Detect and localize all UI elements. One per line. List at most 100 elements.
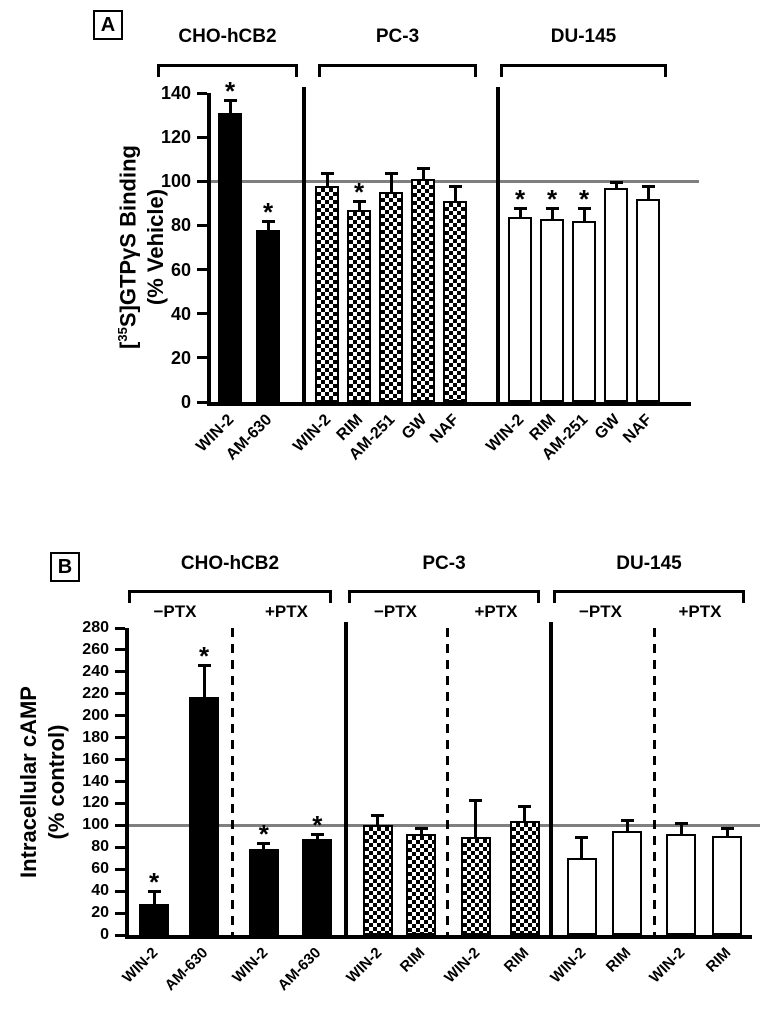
group-bracket [500,64,667,77]
error-bar-stem [357,203,361,210]
error-bar-stem [518,210,522,217]
y-tick-mark [115,670,125,674]
error-bar-stem [625,822,629,831]
significance-asterisk: * [312,810,323,841]
y-tick-mark [115,867,125,871]
error-bar-cap [577,206,591,210]
y-tick-label: 140 [160,83,191,103]
y-tick-mark [115,823,125,827]
error-bar-stem [325,174,329,186]
bar-pc-3-ptx-rim [509,820,540,935]
error-bar-cap [620,819,634,823]
group-title: DU-145 [616,553,682,574]
error-bar-stem [421,170,425,180]
bar-pc-3-win-2 [315,185,339,402]
y-tick-label: 260 [82,640,109,658]
error-bar-cap [469,799,482,803]
bar-pc-3-gw [411,179,435,402]
y-tick-mark [115,692,125,696]
y-tick-label: 60 [91,860,109,878]
error-bar-cap [147,890,161,894]
y-tick-mark [115,911,125,915]
y-tick-mark [115,626,125,630]
y-tick-label: 80 [170,215,191,236]
error-bar-stem [315,836,319,839]
bar-cho-hcb2-ptx-win-2 [248,849,279,935]
plot-area-b: * * * * [125,622,760,939]
bar-pc-3-am-251 [379,192,403,402]
condition-label: −PTX [374,602,417,621]
panel-b-letter: B [57,555,73,578]
error-bar-stem [580,838,584,859]
y-tick-label: 80 [91,838,109,856]
panel-a-y-axis-title-line1: [35S]GTPγS Binding [109,67,142,427]
y-tick-mark [197,135,207,139]
condition-label: −PTX [579,602,622,621]
error-bar-stem [202,667,206,698]
bar-pc-3-ptx-rim [406,834,437,935]
y-tick-label: 280 [82,619,109,636]
condition-label: +PTX [678,602,722,621]
error-bar-stem [679,825,683,835]
y-tick-mark [197,179,207,183]
isotope-superscript: 35 [115,327,130,342]
condition-label: −PTX [153,602,197,621]
error-bar-stem [614,183,618,188]
y-tick-mark [115,889,125,893]
error-bar-stem [376,816,380,826]
panel-b-y-axis-title-line1: Intracellular cAMP [16,686,41,878]
bar-du-145-ptx-win-2 [566,858,597,935]
significance-asterisk: * [148,867,160,898]
y-tick-mark [115,801,125,805]
y-tick-mark [115,758,125,762]
bar-cho-hcb2-ptx-win-2 [139,904,169,935]
y-tick-mark [115,780,125,783]
error-bar-stem [582,209,586,222]
bar-du-145-ptx-rim [712,836,742,935]
y-tick-mark [197,312,207,316]
group-bracket [553,590,745,603]
error-bar-stem [389,174,393,193]
error-bar-cap [518,804,531,808]
bar-du-145-ptx-rim [612,830,643,935]
error-bar-cap [261,220,275,224]
y-tick-label: 100 [82,816,109,834]
group-bracket [348,590,540,603]
bar-du-145-win-2 [508,216,532,402]
y-tick-label: 0 [100,926,109,943]
group-title: CHO-hCB2 [178,26,277,47]
bar-du-145-ptx-win-2 [666,834,696,935]
group-bracket [128,590,332,603]
error-bar-cap [720,826,734,830]
error-bar-cap [575,835,589,839]
y-tick-label: 20 [170,347,191,368]
ptx-separator-line [230,628,234,935]
error-bar-cap [641,184,655,188]
reference-line-100 [129,823,760,827]
significance-asterisk: * [198,641,210,672]
bar-du-145-rim [540,218,564,402]
y-tick-label: 140 [82,772,109,790]
bar-du-145-naf [636,198,660,402]
group-separator-line [549,622,553,935]
error-bar-stem [228,101,232,113]
error-bar-stem [474,802,477,838]
y-tick-label: 240 [82,662,109,680]
bar-du-145-am-251 [572,221,596,402]
error-bar-cap [197,664,211,668]
error-bar-cap [674,822,688,826]
error-bar-stem [152,893,156,905]
y-title-main-text: S]GTPγS Binding [115,145,141,328]
group-bracket [318,64,477,77]
group-title: PC-3 [422,553,466,574]
group-separator-line [496,87,500,402]
y-tick-mark [115,933,125,937]
panel-a-label-box: A [93,10,123,40]
error-bar-cap [223,98,237,102]
error-bar-cap [513,206,527,210]
bar-pc-3-ptx-win-2 [362,825,393,935]
significance-asterisk: * [262,197,274,228]
y-tick-label: 0 [180,392,191,412]
bar-pc-3-rim [347,209,371,402]
y-tick-label: 100 [160,171,191,192]
